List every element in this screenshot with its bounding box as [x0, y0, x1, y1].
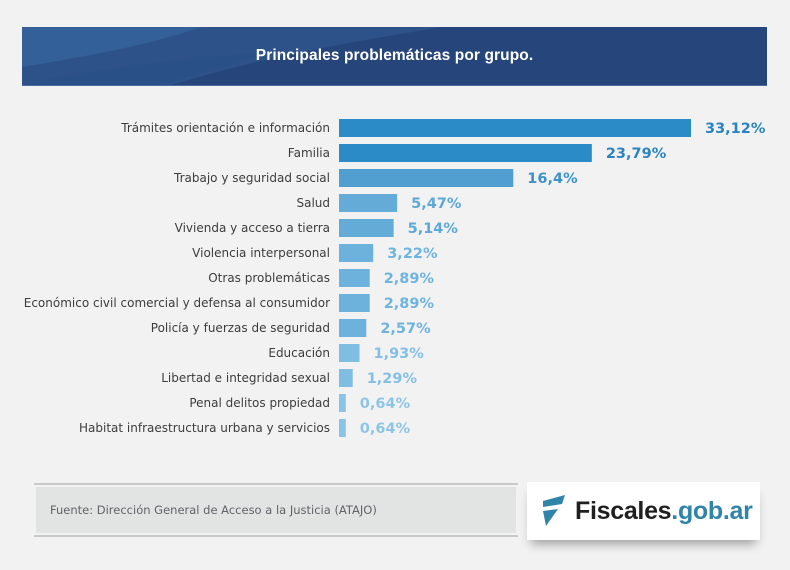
- value-label: 1,29%: [367, 371, 418, 387]
- bar-row: Vivienda y acceso a tierra 5,14%: [175, 219, 459, 237]
- source-box: Fuente: Dirección General de Acceso a la…: [34, 483, 518, 537]
- category-label: Trabajo y seguridad social: [173, 171, 330, 185]
- bar: [339, 169, 514, 187]
- category-label: Otras problemáticas: [208, 271, 330, 285]
- value-label: 2,57%: [380, 321, 431, 337]
- value-label: 16,4%: [527, 171, 578, 187]
- bar-row: Penal delitos propiedad 0,64%: [189, 394, 411, 412]
- value-label: 1,93%: [374, 346, 425, 362]
- bar: [339, 244, 374, 262]
- value-label: 33,12%: [705, 121, 766, 137]
- bar: [339, 194, 398, 212]
- value-label: 23,79%: [606, 146, 667, 162]
- bar: [339, 294, 370, 312]
- fiscales-f-logo-icon: [543, 495, 565, 526]
- value-label: 2,89%: [384, 271, 435, 287]
- bar-row: Habitat infraestructura urbana y servici…: [79, 419, 411, 437]
- category-label: Salud: [296, 196, 330, 210]
- chart-title: Principales problemáticas por grupo.: [255, 47, 534, 64]
- category-label: Policía y fuerzas de seguridad: [151, 321, 330, 335]
- bar-row: Salud 5,47%: [296, 194, 462, 212]
- header-wave-decoration: [22, 27, 442, 85]
- logo-wordmark-fiscales: Fiscales: [575, 496, 672, 525]
- value-label: 5,47%: [411, 196, 462, 212]
- bar: [339, 344, 360, 362]
- bar: [339, 419, 346, 437]
- bar-row: Familia 23,79%: [288, 144, 667, 162]
- category-label: Familia: [288, 146, 330, 160]
- category-label: Habitat infraestructura urbana y servici…: [79, 421, 330, 435]
- bar: [339, 269, 370, 287]
- chart-header: Principales problemáticas por grupo.: [22, 27, 767, 86]
- value-label: 0,64%: [360, 396, 411, 412]
- bar: [339, 219, 394, 237]
- category-label: Violencia interpersonal: [192, 246, 330, 260]
- bar-row: Trabajo y seguridad social 16,4%: [173, 169, 578, 187]
- value-label: 0,64%: [360, 421, 411, 437]
- bar: [339, 144, 592, 162]
- value-label: 2,89%: [384, 296, 435, 312]
- value-label: 3,22%: [387, 246, 438, 262]
- fiscales-logo[interactable]: Fiscales.gob.ar: [527, 482, 760, 540]
- logo-wordmark: Fiscales.gob.ar: [575, 497, 753, 526]
- category-label: Educación: [268, 346, 330, 360]
- bar-row: Educación 1,93%: [268, 344, 424, 362]
- bar-row: Otras problemáticas 2,89%: [208, 269, 434, 287]
- category-label: Vivienda y acceso a tierra: [175, 221, 330, 235]
- logo-wordmark-domain: .gob.ar: [671, 496, 753, 525]
- bar-row: Policía y fuerzas de seguridad 2,57%: [151, 319, 431, 337]
- bar-chart: Trámites orientación e información 33,12%…: [24, 119, 766, 437]
- bar: [339, 369, 353, 387]
- category-label: Trámites orientación e información: [120, 121, 330, 135]
- category-label: Penal delitos propiedad: [189, 396, 330, 410]
- value-label: 5,14%: [408, 221, 459, 237]
- bar: [339, 319, 367, 337]
- category-label: Libertad e integridad sexual: [161, 371, 330, 385]
- bar-row: Violencia interpersonal 3,22%: [192, 244, 438, 262]
- bar-row: Económico civil comercial y defensa al c…: [24, 294, 435, 312]
- source-text: Fuente: Dirección General de Acceso a la…: [36, 487, 516, 533]
- bar: [339, 394, 346, 412]
- bar-row: Libertad e integridad sexual 1,29%: [161, 369, 417, 387]
- category-label: Económico civil comercial y defensa al c…: [24, 296, 330, 310]
- bar-row: Trámites orientación e información 33,12%: [120, 119, 766, 137]
- bar: [339, 119, 691, 137]
